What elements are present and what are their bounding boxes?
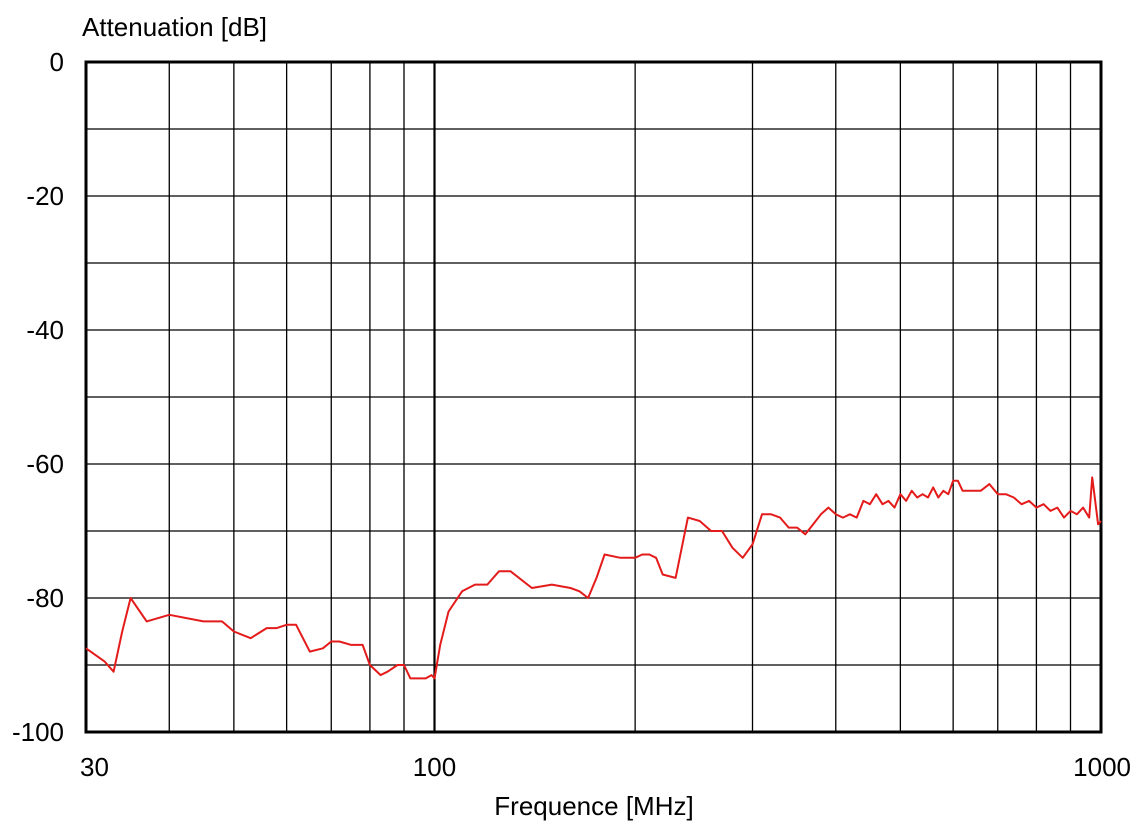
y-tick-label: 0 — [50, 47, 64, 77]
plot-frame — [84, 60, 1103, 734]
y-tick-label: -40 — [26, 315, 64, 345]
y-axis-ticks: 0 -20 -40 -60 -80 -100 — [12, 47, 64, 747]
x-tick-label: 1000 — [1073, 752, 1131, 782]
attenuation-series-line — [85, 476, 1102, 680]
y-tick-label: -60 — [26, 449, 64, 479]
y-tick-label: -80 — [26, 583, 64, 613]
grid — [86, 62, 1101, 732]
x-tick-label: 100 — [413, 752, 456, 782]
x-axis-title: Frequence [MHz] — [494, 791, 693, 821]
x-axis-ticks: 30 100 1000 — [80, 752, 1131, 782]
y-tick-label: -20 — [26, 181, 64, 211]
y-axis-title: Attenuation [dB] — [82, 12, 267, 42]
y-tick-label: -100 — [12, 717, 64, 747]
x-tick-label: 30 — [80, 752, 109, 782]
